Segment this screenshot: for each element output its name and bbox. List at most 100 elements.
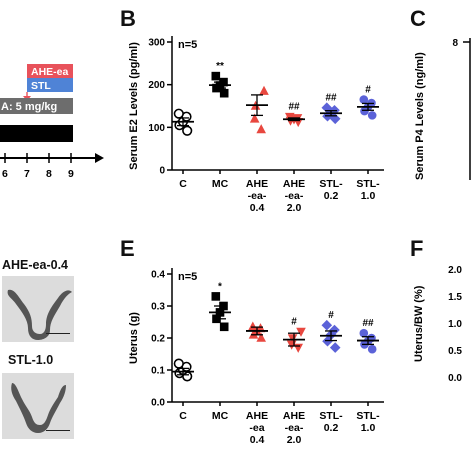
x-tick-label-line: STL- [319, 178, 343, 190]
data-point [211, 71, 221, 81]
x-tick-label-line: C [179, 410, 187, 422]
data-point [321, 102, 333, 114]
data-point [259, 85, 269, 95]
panel-a-timeline: AHE-ea STL A: 5 mg/kg 6 7 8 9 [0, 64, 104, 180]
x-tick-label-line: -ea [249, 422, 264, 434]
significance-label: * [218, 281, 222, 292]
data-point [211, 292, 221, 301]
x-tick-label-line: MC [212, 410, 229, 422]
n-label: n=5 [178, 271, 197, 283]
timeline-arrowhead [95, 153, 104, 163]
data-point [359, 95, 369, 104]
y-tick-label: 300 [148, 38, 165, 49]
x-tick-label-line: AHE [283, 178, 305, 190]
significance-label: # [365, 85, 371, 96]
scale-bar-stl [46, 430, 70, 432]
x-tick-label-line: 0.4 [250, 434, 265, 446]
x-tick-label: AHE -ea-0.4 [246, 178, 268, 214]
significance-label: ** [216, 61, 224, 72]
uterus-shape-ahe [7, 289, 73, 340]
data-point [256, 124, 266, 134]
x-tick-label: STL-0.2 [319, 178, 343, 202]
data-point [296, 327, 306, 337]
x-tick-label-line: -ea- [285, 190, 304, 202]
x-tick-label-line: AHE [283, 410, 305, 422]
x-tick-label: STL-0.2 [319, 410, 343, 434]
significance-label: ## [325, 93, 337, 104]
data-point [182, 125, 193, 136]
x-tick-label-line: 0.2 [324, 422, 339, 434]
stl-label: STL [31, 80, 51, 92]
x-tick-label: C [179, 178, 187, 190]
image-label-stl: STL-1.0 [8, 353, 54, 367]
panel-f-axis: Uterus/BW (%) 2.0 1.5 1.0 0.5 0.0 [413, 265, 462, 384]
panel-c-tick: 8 [452, 38, 458, 49]
data-point [367, 344, 377, 354]
y-tick-label: 0 [159, 166, 165, 177]
panel-f-ylabel: Uterus/BW (%) [413, 285, 425, 362]
data-point [321, 319, 333, 331]
x-tick-label-line: AHE [246, 178, 268, 190]
black-bar [0, 125, 73, 142]
panel-f-tick-0.0: 0.0 [448, 373, 462, 384]
scale-bar-ahe [46, 333, 70, 335]
dose-label: A: 5 mg/kg [1, 101, 57, 113]
x-tick-label: STL-1.0 [356, 178, 380, 202]
data-point [249, 113, 260, 123]
panel-letter-f: F [410, 236, 424, 261]
x-tick-label-line: STL- [356, 410, 380, 422]
data-point [219, 322, 229, 332]
x-tick-label-line: -ea- [285, 422, 304, 434]
panel-c-ylabel: Serum P4 Levels (ng/ml) [414, 52, 426, 180]
data-point [173, 108, 184, 119]
data-point [219, 88, 229, 98]
y-axis-label: Serum E2 Levels (pg/ml) [128, 42, 140, 170]
ahe-label: AHE-ea [31, 66, 69, 78]
data-point [367, 111, 377, 120]
x-tick-label-line: 0.4 [250, 202, 265, 214]
x-tick-label-line: 2.0 [287, 202, 302, 214]
timeline-ticks [4, 153, 72, 163]
data-point [329, 324, 340, 336]
panel-f-ticks: 2.0 1.5 1.0 0.5 0.0 [448, 265, 462, 384]
x-tick-label: AHE -ea-2.0 [283, 410, 305, 446]
x-tick-label-line: STL- [319, 410, 343, 422]
panel-letter-c: C [410, 6, 426, 31]
panel-f-tick-0.5: 0.5 [448, 346, 462, 357]
data-point [256, 332, 266, 342]
panel-f-tick-1.5: 1.5 [448, 292, 462, 303]
n-label: n=5 [178, 39, 197, 51]
ahe-bar [27, 64, 73, 78]
x-tick-label-line: MC [212, 178, 229, 190]
timeline-tick-7: 7 [24, 168, 30, 180]
x-tick-label-line: 0.2 [324, 190, 339, 202]
y-tick-label: 0.4 [151, 270, 165, 281]
x-tick-label: AHE -ea 0.4 [246, 410, 268, 446]
data-point [359, 328, 369, 338]
x-tick-label: MC [212, 410, 229, 422]
x-tick-label-line: 2.0 [287, 434, 302, 446]
data-point [248, 321, 258, 331]
image-label-ahe: AHE-ea-0.4 [2, 258, 68, 272]
x-tick-label-line: -ea- [248, 190, 267, 202]
y-tick-label: 100 [148, 123, 165, 134]
panel-f-tick-1.0: 1.0 [448, 319, 462, 330]
y-tick-label: 0.2 [151, 334, 165, 345]
data-point [293, 343, 303, 353]
significance-label: ## [288, 102, 300, 113]
y-tick-label: 200 [148, 80, 165, 91]
uterus-image-ahe [2, 276, 74, 342]
data-point [173, 358, 184, 369]
x-tick-label: AHE -ea-2.0 [283, 178, 305, 214]
y-tick-label: 0.1 [151, 366, 165, 377]
panel-c-axis: Serum P4 Levels (ng/ml) 8 [414, 38, 471, 180]
uterus-image-stl [2, 373, 74, 439]
panel-b-chart: Serum E2 Levels (pg/ml) 0 100 200 300 n=5 C MC A… [128, 36, 384, 214]
x-tick-label-line: AHE [246, 410, 268, 422]
timeline-tick-9: 9 [68, 168, 74, 180]
stl-bar [27, 78, 73, 92]
panel-f-tick-2.0: 2.0 [448, 265, 462, 276]
data-point [329, 342, 341, 353]
significance-label: # [291, 317, 297, 328]
panel-letter-e: E [120, 236, 135, 261]
